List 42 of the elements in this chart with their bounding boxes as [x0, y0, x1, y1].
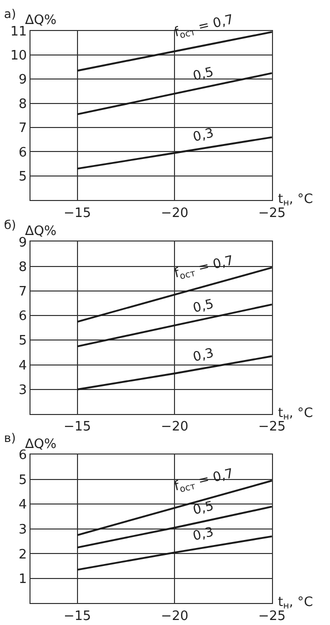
y-tick-label: 4 [18, 498, 27, 513]
x-tick-label: −15 [64, 206, 92, 221]
y-tick-label: 10 [10, 48, 27, 64]
y-tick-label: 6 [18, 448, 27, 464]
y-tick-label: 5 [18, 169, 27, 184]
text: f$_{ост}$ = 0,7 [172, 253, 236, 284]
y-tick-label: 1 [18, 572, 27, 587]
y-tick-label: 4 [18, 358, 27, 374]
y-tick-label: 9 [18, 235, 27, 250]
text: 0,3 [192, 126, 216, 146]
text: 0,5 [192, 498, 216, 518]
y-axis-title: ΔQ% [25, 13, 56, 28]
y-tick-label: 3 [18, 382, 27, 398]
y-tick-label: 5 [18, 334, 27, 349]
y-tick-label: 6 [18, 309, 27, 324]
y-tick-label: 3 [18, 522, 27, 538]
x-tick-label: −20 [160, 420, 188, 435]
y-tick-label: 6 [18, 145, 27, 160]
x-tick-label: −20 [160, 206, 188, 221]
x-tick-label: −25 [258, 420, 286, 435]
y-tick-label: 2 [18, 547, 27, 562]
text: 0,5 [192, 296, 216, 316]
x-tick-label: −15 [64, 608, 92, 624]
x-tick-label: −20 [160, 608, 188, 624]
chart-title: в) [4, 431, 16, 445]
text: 0,3 [192, 346, 216, 366]
y-tick-label: 8 [18, 260, 27, 275]
text: f$_{ост}$ = 0,7 [172, 12, 236, 42]
x-tick-label: −15 [64, 420, 92, 435]
y-tick-label: 11 [10, 24, 27, 40]
y-tick-label: 7 [18, 284, 27, 300]
text: 0,3 [192, 524, 216, 544]
text: f$_{ост}$ = 0,7 [172, 466, 236, 496]
y-tick-label: 9 [18, 72, 27, 88]
y-axis-title: ΔQ% [25, 437, 56, 452]
y-tick-label: 5 [18, 472, 27, 488]
chart-title: а) [4, 7, 16, 21]
text: 0,5 [192, 64, 216, 84]
chart-title: б) [4, 218, 16, 232]
y-tick-label: 8 [18, 96, 27, 112]
y-axis-title: ΔQ% [25, 224, 56, 239]
y-tick-label: 7 [18, 121, 27, 136]
